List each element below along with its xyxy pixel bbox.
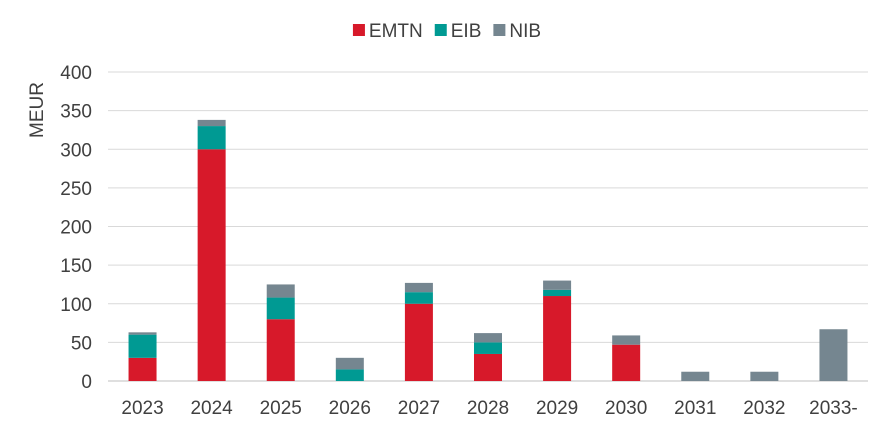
bar-nib-2033-	[819, 329, 848, 381]
bar-nib-2030	[612, 335, 641, 345]
bar-nib-2028	[474, 333, 502, 343]
bar-nib-2026	[335, 357, 364, 370]
x-tick-label-2023: 2023	[121, 398, 163, 419]
bar-nib-2024	[197, 119, 226, 127]
bar-emtn-2029	[543, 296, 572, 381]
bar-eib-2025	[266, 297, 295, 320]
bar-nib-2023	[128, 332, 157, 335]
bar-emtn-2028	[474, 353, 502, 381]
bars	[128, 119, 848, 381]
bar-nib-2027	[404, 282, 433, 293]
x-tick-label-2029: 2029	[536, 398, 578, 419]
y-tick-label-250: 250	[60, 179, 92, 200]
bar-nib-2029	[543, 280, 572, 290]
y-tick-label-150: 150	[60, 256, 92, 277]
y-tick-label-200: 200	[60, 218, 92, 239]
bar-eib-2024	[197, 126, 226, 150]
y-tick-label-0: 0	[81, 372, 92, 393]
legend-label-nib: NIB	[509, 21, 541, 42]
y-tick-label-300: 300	[60, 140, 92, 161]
x-tick-label-2033-: 2033-	[809, 398, 858, 419]
legend-swatch-emtn	[352, 24, 365, 36]
bar-emtn-2030	[612, 344, 641, 381]
legend-label-emtn: EMTN	[369, 21, 423, 42]
x-tick-label-2026: 2026	[329, 398, 371, 419]
y-axis-ticks: 0 50 100 150 200 250 300 350 400	[60, 63, 92, 393]
x-tick-label-2028: 2028	[467, 398, 509, 419]
bar-eib-2023	[128, 334, 157, 358]
bar-emtn-2027	[404, 303, 433, 381]
legend-swatch-eib	[434, 24, 447, 36]
bar-eib-2027	[404, 292, 433, 304]
x-tick-label-2025: 2025	[260, 398, 302, 419]
x-tick-label-2027: 2027	[398, 398, 440, 419]
bar-nib-2025	[266, 284, 295, 298]
x-axis-ticks: 2023 2024 2025 2026 2027 2028 2029 2030 2031 2032…	[121, 398, 857, 419]
y-tick-label-100: 100	[60, 295, 92, 316]
x-tick-label-2031: 2031	[674, 398, 716, 419]
y-tick-label-50: 50	[71, 333, 92, 354]
bar-eib-2029	[543, 289, 572, 297]
x-tick-label-2024: 2024	[190, 398, 233, 419]
y-tick-label-400: 400	[60, 63, 92, 84]
gridlines	[108, 71, 868, 382]
bar-emtn-2023	[128, 357, 157, 381]
bar-nib-2032	[750, 371, 779, 381]
x-tick-label-2032: 2032	[743, 398, 785, 419]
bar-eib-2028	[474, 342, 502, 354]
legend-swatch-nib	[493, 24, 506, 36]
bar-nib-2031	[681, 371, 710, 381]
bar-emtn-2025	[266, 319, 295, 381]
x-tick-label-2030: 2030	[605, 398, 647, 419]
legend: EMTN EIB NIB	[352, 21, 541, 42]
bar-emtn-2024	[197, 149, 226, 381]
y-tick-label-350: 350	[60, 102, 92, 123]
bar-eib-2026	[335, 369, 364, 381]
legend-label-eib: EIB	[451, 21, 482, 42]
y-axis-title: MEUR	[27, 82, 48, 138]
